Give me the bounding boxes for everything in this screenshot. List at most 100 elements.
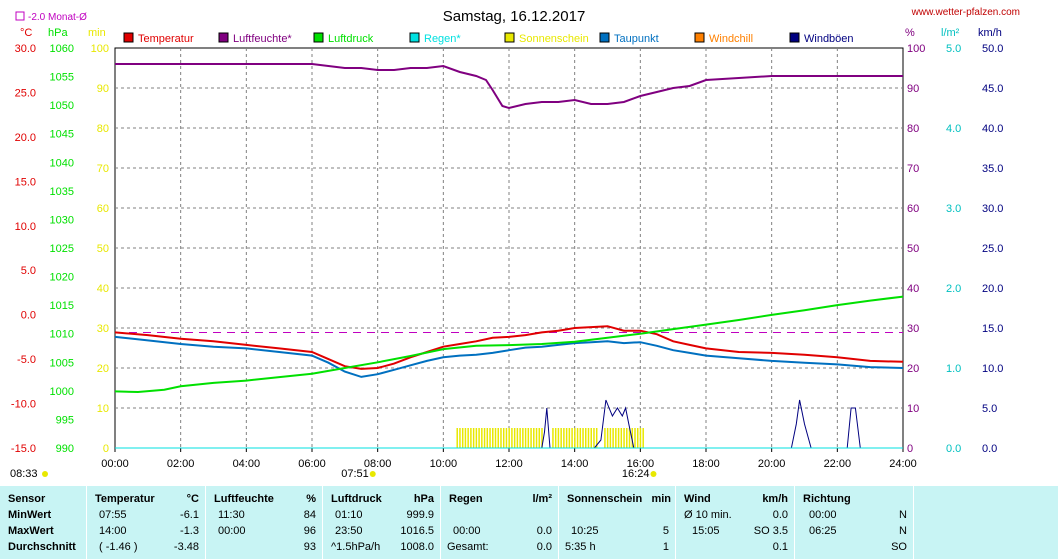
sunshine-bar-52 [612, 428, 614, 448]
sunshine-bar-6 [472, 428, 475, 448]
temperature-max-time: 14:00 [99, 525, 127, 537]
sunshine-bar-53 [615, 428, 617, 448]
sunshine-bar-1 [459, 428, 461, 448]
sunshine-bar-3 [464, 428, 467, 448]
wind-header: Wind [684, 493, 711, 505]
humidity-unit: % [306, 493, 316, 505]
sunshine-max-time: 10:25 [571, 525, 599, 537]
wind-avg-label: Ø 10 min. [684, 509, 732, 521]
y_temp-tick-9: -15.0 [11, 443, 36, 455]
y_humidity-tick-0: 100 [907, 43, 925, 55]
legend-label-2: Luftdruck [328, 33, 374, 45]
legend-swatch-1 [218, 32, 229, 43]
y_minutes-tick-6: 40 [97, 283, 109, 295]
y_wind-tick-7: 15.0 [982, 323, 1003, 335]
sunshine-bar-62 [639, 428, 642, 448]
sunshine-bar-45 [587, 428, 590, 448]
humidity-min-value: 84 [303, 509, 316, 521]
sunshine-bar-2 [461, 428, 464, 448]
x-tick-0: 00:00 [101, 458, 129, 470]
unit-pressure: hPa [48, 27, 68, 39]
y_humidity-tick-10: 0 [907, 443, 913, 455]
sunshine-bar-4 [467, 428, 469, 448]
chart-title: Samstag, 16.12.2017 [443, 8, 586, 25]
y_wind-tick-0: 50.0 [982, 43, 1003, 55]
sunshine-bar-8 [478, 428, 480, 448]
sunshine-bar-9 [481, 428, 483, 448]
y_minutes-tick-0: 100 [91, 43, 109, 55]
sunshine-bar-54 [617, 428, 620, 448]
sunset-label: 16:24 [622, 468, 650, 480]
stats-col-direction: Richtung 00:00 06:25 N N SO [795, 486, 914, 559]
y_rain-tick-3: 2.0 [946, 283, 961, 295]
sunshine-bar-26 [527, 428, 530, 448]
y_temp-tick-7: -5.0 [17, 354, 36, 366]
sunshine-bar-46 [590, 428, 592, 448]
sunshine-bar-35 [560, 428, 562, 448]
y_rain-tick-0: 5.0 [946, 43, 961, 55]
y_humidity-tick-2: 80 [907, 123, 919, 135]
sunshine-bar-31 [541, 428, 543, 448]
y_pressure-tick-13: 995 [56, 414, 74, 426]
stats-col-sunshine: Sonnenschein min 10:25 5:35 h 5 1 [559, 486, 676, 559]
legend-label-1: Luftfeuchte* [233, 33, 292, 45]
sunshine-bar-29 [535, 428, 538, 448]
sunshine-bar-11 [486, 428, 489, 448]
stats-row-max: MaxWert [8, 525, 54, 537]
unit-wind: km/h [978, 27, 1002, 39]
grid [115, 48, 903, 448]
rain-max-time: 00:00 [453, 525, 481, 537]
stats-col-sensor: Sensor MinWert MaxWert Durchschnitt [0, 486, 87, 559]
series-humidity [115, 63, 903, 110]
legend-label-5: Taupunkt [614, 33, 659, 45]
wind-avg-value: 0.1 [772, 541, 788, 553]
y_wind-tick-1: 45.0 [982, 83, 1003, 95]
direction-max-value: N [899, 525, 907, 537]
sunshine-bar-58 [628, 428, 631, 448]
sun-markers: 08:33 07:51 16:24 [10, 468, 657, 480]
legend-label-7: Windböen [804, 33, 854, 45]
y_wind-tick-4: 30.0 [982, 203, 1003, 215]
y_pressure-tick-8: 1020 [50, 272, 74, 284]
y_temp-tick-5: 5.0 [21, 265, 36, 277]
wind-max-value: SO 3.5 [753, 525, 788, 537]
direction-avg-value: SO [891, 541, 907, 553]
rain-total-label: Gesamt: [447, 541, 489, 553]
sunshine-bar-48 [595, 428, 598, 448]
y_minutes-tick-7: 30 [97, 323, 109, 335]
sunshine-bar-41 [576, 428, 579, 448]
sunshine-header: Sonnenschein [567, 493, 643, 505]
legend-swatch-6 [694, 32, 705, 43]
legend-label-3: Regen* [424, 33, 461, 45]
unit-temp: °C [20, 27, 32, 39]
sunshine-bar-61 [636, 428, 639, 448]
direction-header: Richtung [803, 493, 851, 505]
stats-col-pressure: Luftdruck hPa 01:10 23:50 ^1.5hPa/h 999.… [323, 486, 441, 559]
weather-chart: Samstag, 16.12.2017 www.wetter-pfalzen.c… [10, 7, 1020, 480]
y_temp-tick-1: 25.0 [15, 87, 36, 99]
direction-max-time: 06:25 [809, 525, 837, 537]
sunshine-bar-10 [483, 428, 486, 448]
y_humidity-tick-8: 20 [907, 363, 919, 375]
y_temp-tick-3: 15.0 [15, 176, 36, 188]
legend-label-6: Windchill [709, 33, 753, 45]
y_humidity-tick-6: 40 [907, 283, 919, 295]
y_wind-tick-8: 10.0 [982, 363, 1003, 375]
y_pressure-tick-10: 1010 [50, 329, 74, 341]
x-tick-3: 06:00 [298, 458, 326, 470]
legend: Temperatur Luftfeuchte* Luftdruck Regen* Son… [123, 32, 854, 45]
legend-swatch-4 [504, 32, 515, 43]
sunrise-label: 08:33 [10, 468, 38, 480]
stats-table: Sensor MinWert MaxWert Durchschnitt Temp… [0, 486, 1058, 559]
y_minutes-tick-2: 80 [97, 123, 109, 135]
pressure-max-time: 23:50 [335, 525, 363, 537]
temperature-min-time: 07:55 [99, 509, 127, 521]
x-tick-12: 24:00 [889, 458, 917, 470]
humidity-avg-value: 93 [303, 541, 316, 553]
x-tick-1: 02:00 [167, 458, 195, 470]
marker-icon [369, 471, 376, 477]
pressure-trend: ^1.5hPa/h [331, 541, 381, 553]
y_minutes-tick-3: 70 [97, 163, 109, 175]
direction-min-time: 00:00 [809, 509, 837, 521]
series-dewpoint [114, 335, 904, 378]
